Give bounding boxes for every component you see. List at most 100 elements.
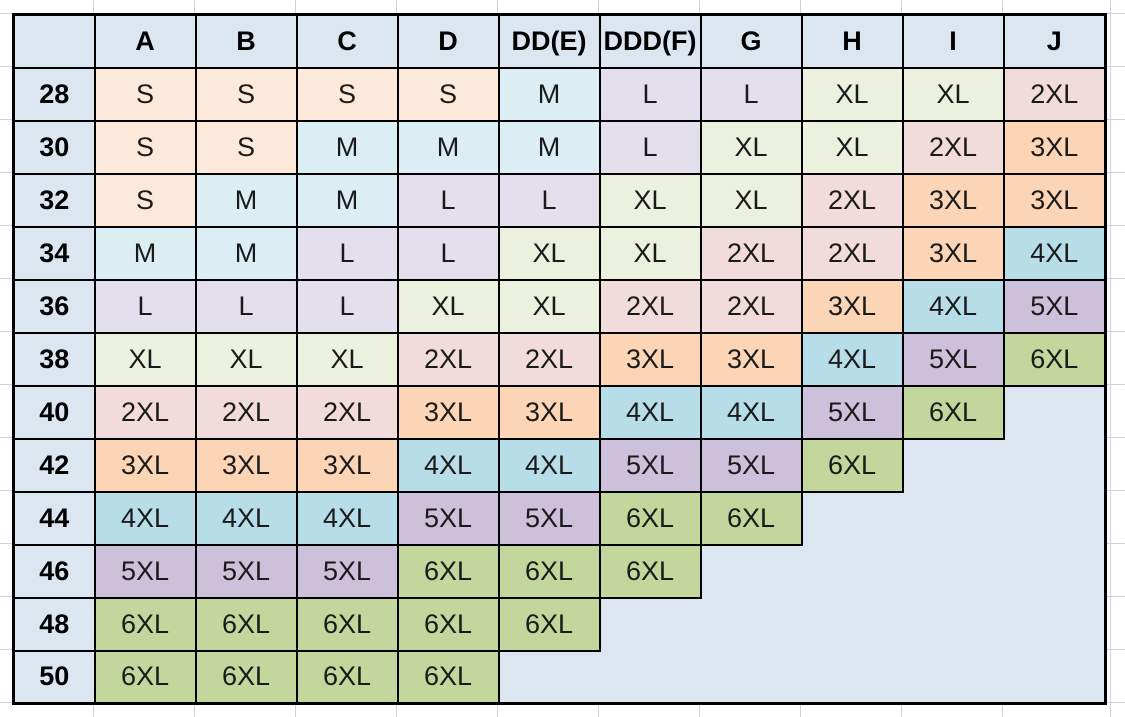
size-cell-32-dde[interactable]: L xyxy=(497,172,601,228)
size-cell-46-d[interactable]: 6XL xyxy=(396,543,500,599)
size-cell-30-b[interactable]: S xyxy=(194,119,298,175)
row-header-44[interactable]: 44 xyxy=(12,490,96,546)
size-cell-44-b[interactable]: 4XL xyxy=(194,490,298,546)
size-cell-36-dde[interactable]: XL xyxy=(497,278,601,334)
row-header-50[interactable]: 50 xyxy=(12,649,96,705)
size-cell-36-a[interactable]: L xyxy=(93,278,197,334)
size-cell-36-g[interactable]: 2XL xyxy=(699,278,803,334)
size-cell-40-g[interactable]: 4XL xyxy=(699,384,803,440)
size-cell-34-g[interactable]: 2XL xyxy=(699,225,803,281)
size-cell-36-h[interactable]: 3XL xyxy=(800,278,904,334)
size-cell-36-b[interactable]: L xyxy=(194,278,298,334)
row-header-28[interactable]: 28 xyxy=(12,66,96,122)
size-cell-28-b[interactable]: S xyxy=(194,66,298,122)
size-cell-40-dde[interactable]: 3XL xyxy=(497,384,601,440)
size-cell-40-dddf[interactable]: 4XL xyxy=(598,384,702,440)
size-cell-34-i[interactable]: 3XL xyxy=(901,225,1005,281)
size-cell-48-c[interactable]: 6XL xyxy=(295,596,399,652)
row-header-30[interactable]: 30 xyxy=(12,119,96,175)
size-cell-46-dde[interactable]: 6XL xyxy=(497,543,601,599)
size-cell-38-b[interactable]: XL xyxy=(194,331,298,387)
size-cell-36-j[interactable]: 5XL xyxy=(1002,278,1107,334)
size-cell-42-h[interactable]: 6XL xyxy=(800,437,904,493)
size-cell-44-c[interactable]: 4XL xyxy=(295,490,399,546)
column-header-i[interactable]: I xyxy=(901,13,1005,69)
size-cell-44-dde[interactable]: 5XL xyxy=(497,490,601,546)
size-cell-50-a[interactable]: 6XL xyxy=(93,649,197,705)
size-cell-44-a[interactable]: 4XL xyxy=(93,490,197,546)
column-header-b[interactable]: B xyxy=(194,13,298,69)
size-cell-42-a[interactable]: 3XL xyxy=(93,437,197,493)
row-header-40[interactable]: 40 xyxy=(12,384,96,440)
size-cell-38-dddf[interactable]: 3XL xyxy=(598,331,702,387)
size-cell-28-d[interactable]: S xyxy=(396,66,500,122)
size-cell-32-i[interactable]: 3XL xyxy=(901,172,1005,228)
size-cell-38-j[interactable]: 6XL xyxy=(1002,331,1107,387)
size-cell-42-b[interactable]: 3XL xyxy=(194,437,298,493)
size-cell-28-i[interactable]: XL xyxy=(901,66,1005,122)
size-cell-34-d[interactable]: L xyxy=(396,225,500,281)
corner-cell[interactable] xyxy=(12,13,96,69)
size-cell-32-g[interactable]: XL xyxy=(699,172,803,228)
size-cell-48-d[interactable]: 6XL xyxy=(396,596,500,652)
size-cell-50-c[interactable]: 6XL xyxy=(295,649,399,705)
size-cell-30-d[interactable]: M xyxy=(396,119,500,175)
row-header-32[interactable]: 32 xyxy=(12,172,96,228)
size-cell-46-a[interactable]: 5XL xyxy=(93,543,197,599)
size-cell-40-c[interactable]: 2XL xyxy=(295,384,399,440)
size-cell-34-j[interactable]: 4XL xyxy=(1002,225,1107,281)
size-cell-28-dddf[interactable]: L xyxy=(598,66,702,122)
size-cell-28-g[interactable]: L xyxy=(699,66,803,122)
size-cell-44-g[interactable]: 6XL xyxy=(699,490,803,546)
column-header-a[interactable]: A xyxy=(93,13,197,69)
row-header-34[interactable]: 34 xyxy=(12,225,96,281)
column-header-d[interactable]: D xyxy=(396,13,500,69)
size-cell-28-c[interactable]: S xyxy=(295,66,399,122)
size-cell-42-dde[interactable]: 4XL xyxy=(497,437,601,493)
size-cell-32-c[interactable]: M xyxy=(295,172,399,228)
size-cell-30-dddf[interactable]: L xyxy=(598,119,702,175)
size-cell-38-c[interactable]: XL xyxy=(295,331,399,387)
size-cell-50-d[interactable]: 6XL xyxy=(396,649,500,705)
size-cell-48-dde[interactable]: 6XL xyxy=(497,596,601,652)
size-cell-40-a[interactable]: 2XL xyxy=(93,384,197,440)
size-cell-32-j[interactable]: 3XL xyxy=(1002,172,1107,228)
column-header-j[interactable]: J xyxy=(1002,13,1107,69)
size-cell-30-dde[interactable]: M xyxy=(497,119,601,175)
size-cell-30-a[interactable]: S xyxy=(93,119,197,175)
size-cell-40-d[interactable]: 3XL xyxy=(396,384,500,440)
column-header-dde[interactable]: DD(E) xyxy=(497,13,601,69)
size-cell-30-h[interactable]: XL xyxy=(800,119,904,175)
size-cell-44-dddf[interactable]: 6XL xyxy=(598,490,702,546)
size-cell-30-j[interactable]: 3XL xyxy=(1002,119,1107,175)
size-cell-34-dddf[interactable]: XL xyxy=(598,225,702,281)
size-cell-32-dddf[interactable]: XL xyxy=(598,172,702,228)
size-cell-38-d[interactable]: 2XL xyxy=(396,331,500,387)
row-header-38[interactable]: 38 xyxy=(12,331,96,387)
size-cell-30-g[interactable]: XL xyxy=(699,119,803,175)
size-cell-32-b[interactable]: M xyxy=(194,172,298,228)
size-cell-48-a[interactable]: 6XL xyxy=(93,596,197,652)
size-cell-34-h[interactable]: 2XL xyxy=(800,225,904,281)
size-cell-42-dddf[interactable]: 5XL xyxy=(598,437,702,493)
size-cell-32-d[interactable]: L xyxy=(396,172,500,228)
size-cell-44-d[interactable]: 5XL xyxy=(396,490,500,546)
size-cell-40-i[interactable]: 6XL xyxy=(901,384,1005,440)
size-cell-36-dddf[interactable]: 2XL xyxy=(598,278,702,334)
size-cell-28-dde[interactable]: M xyxy=(497,66,601,122)
size-cell-36-i[interactable]: 4XL xyxy=(901,278,1005,334)
column-header-c[interactable]: C xyxy=(295,13,399,69)
size-cell-38-g[interactable]: 3XL xyxy=(699,331,803,387)
column-header-h[interactable]: H xyxy=(800,13,904,69)
size-cell-34-c[interactable]: L xyxy=(295,225,399,281)
size-cell-50-b[interactable]: 6XL xyxy=(194,649,298,705)
size-cell-32-h[interactable]: 2XL xyxy=(800,172,904,228)
size-cell-48-b[interactable]: 6XL xyxy=(194,596,298,652)
size-cell-30-i[interactable]: 2XL xyxy=(901,119,1005,175)
size-cell-30-c[interactable]: M xyxy=(295,119,399,175)
size-cell-38-h[interactable]: 4XL xyxy=(800,331,904,387)
size-cell-42-c[interactable]: 3XL xyxy=(295,437,399,493)
row-header-48[interactable]: 48 xyxy=(12,596,96,652)
size-cell-34-b[interactable]: M xyxy=(194,225,298,281)
size-cell-38-a[interactable]: XL xyxy=(93,331,197,387)
